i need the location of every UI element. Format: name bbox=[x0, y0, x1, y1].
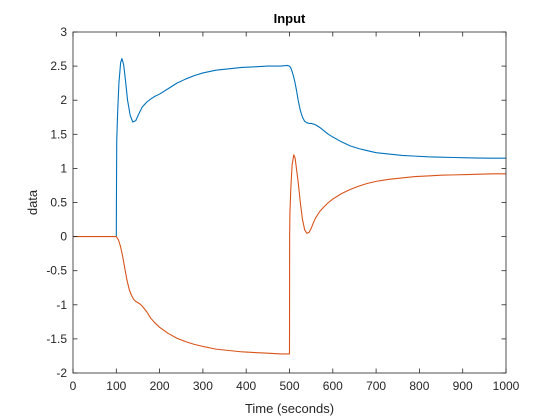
x-tick-label: 0 bbox=[70, 379, 77, 393]
y-tick-label: 2 bbox=[60, 93, 67, 107]
y-tick-label: -1.5 bbox=[46, 332, 67, 346]
chart-title: Input bbox=[274, 11, 306, 26]
x-tick-label: 800 bbox=[409, 379, 429, 393]
x-tick-label: 200 bbox=[150, 379, 170, 393]
y-tick-label: 2.5 bbox=[50, 59, 67, 73]
ticks-layer: 0 100 200 300 400 500 600 700 800 900 1000 -2 -1.5 -1… bbox=[46, 25, 519, 393]
y-tick-label: -0.5 bbox=[46, 264, 67, 278]
x-tick-label: 600 bbox=[323, 379, 343, 393]
series-line-2 bbox=[73, 154, 506, 355]
plot-frame bbox=[72, 31, 507, 374]
y-tick-label: 0.5 bbox=[50, 196, 67, 210]
x-tick-label: 400 bbox=[236, 379, 256, 393]
y-tick-label: 1.5 bbox=[50, 127, 67, 141]
x-tick-label: 500 bbox=[279, 379, 299, 393]
series-layer bbox=[73, 58, 506, 355]
series-line-1 bbox=[115, 58, 506, 237]
y-tick-label: -2 bbox=[56, 366, 67, 380]
y-axis-title: data bbox=[25, 189, 40, 215]
x-tick-label: 1000 bbox=[493, 379, 520, 393]
x-tick-label: 900 bbox=[453, 379, 473, 393]
x-axis-title: Time (seconds) bbox=[245, 401, 334, 416]
x-tick-label: 700 bbox=[366, 379, 386, 393]
y-tick-label: 3 bbox=[60, 25, 67, 39]
x-tick-label: 300 bbox=[193, 379, 213, 393]
y-tick-label: 1 bbox=[60, 161, 67, 175]
y-tick-label: -1 bbox=[56, 298, 67, 312]
y-tick-label: 0 bbox=[60, 230, 67, 244]
x-tick-label: 100 bbox=[106, 379, 126, 393]
